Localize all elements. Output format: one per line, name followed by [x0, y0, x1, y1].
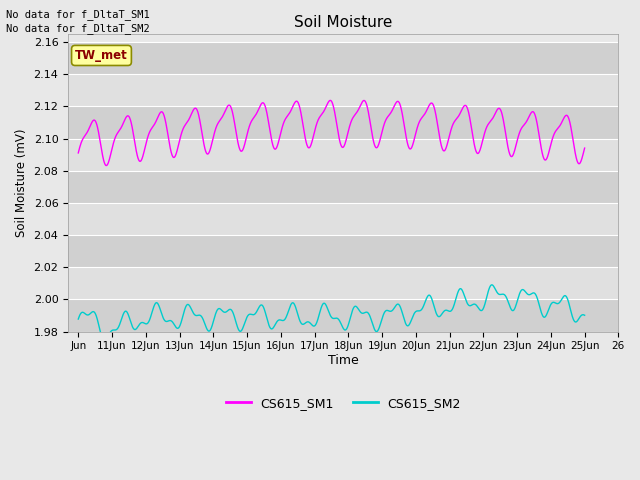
Bar	[68, 235, 618, 267]
Bar	[68, 107, 618, 139]
Bar	[68, 42, 618, 74]
Bar	[68, 267, 618, 300]
Bar	[68, 203, 618, 235]
Bar	[68, 300, 618, 332]
Text: TW_met: TW_met	[75, 49, 128, 62]
Text: No data for f_DltaT_SM1: No data for f_DltaT_SM1	[6, 9, 150, 20]
Text: No data for f_DltaT_SM2: No data for f_DltaT_SM2	[6, 23, 150, 34]
Bar	[68, 74, 618, 107]
Y-axis label: Soil Moisture (mV): Soil Moisture (mV)	[15, 129, 28, 237]
X-axis label: Time: Time	[328, 354, 358, 367]
Bar	[68, 171, 618, 203]
Legend: CS615_SM1, CS615_SM2: CS615_SM1, CS615_SM2	[221, 392, 466, 415]
Title: Soil Moisture: Soil Moisture	[294, 15, 392, 30]
Bar	[68, 139, 618, 171]
